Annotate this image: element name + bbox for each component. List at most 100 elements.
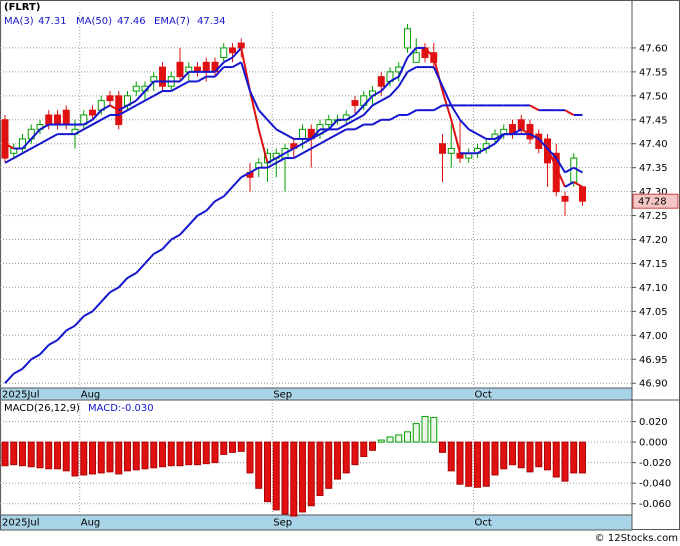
ma-line <box>21 358 32 370</box>
ma-line <box>529 133 540 140</box>
ma-line <box>319 138 330 145</box>
macd-bar <box>334 441 341 480</box>
legend-value: 47.31 <box>38 16 67 27</box>
legend-value: 47.34 <box>197 16 226 27</box>
ma-line <box>345 118 356 126</box>
macd-bar <box>526 441 534 473</box>
macd-bar <box>255 441 263 489</box>
x-tick-label: 2025Jul <box>2 390 40 401</box>
ma-line <box>231 176 242 188</box>
ma-line <box>127 272 137 279</box>
macd-bar <box>544 441 551 471</box>
ma-line <box>30 128 41 140</box>
ma-line <box>363 104 374 116</box>
macd-bar <box>141 441 149 470</box>
y-tick-label: 46.90 <box>639 379 668 390</box>
macd-bar <box>202 441 210 465</box>
macd-bar <box>45 441 53 470</box>
x-tick-label: Sep <box>273 390 292 401</box>
ma-line <box>441 85 453 106</box>
legend-name: MA(50) <box>76 16 112 27</box>
macd-bar <box>404 431 411 443</box>
ma-line <box>293 142 303 150</box>
ma-line <box>275 128 286 136</box>
y-tick-label: 47.00 <box>639 331 668 342</box>
ma-line <box>267 162 277 169</box>
ma-line <box>564 181 575 188</box>
candle-body <box>439 143 446 154</box>
ma-line <box>293 152 303 159</box>
macd-bar <box>325 441 333 489</box>
candle-body <box>517 119 525 130</box>
ma-line <box>406 47 417 59</box>
ma-line <box>546 147 557 159</box>
ma-line <box>240 62 251 92</box>
ma-line <box>135 262 146 274</box>
ma-line <box>30 353 41 361</box>
candle-body <box>106 95 114 102</box>
ma-line <box>74 315 85 327</box>
legend-value: 47.46 <box>117 16 146 27</box>
ma-line <box>310 133 321 140</box>
ma-line <box>153 248 163 255</box>
macd-bar <box>351 441 359 466</box>
y-tick-label: 47.45 <box>639 115 668 126</box>
candle-body <box>412 52 420 63</box>
macd-bar <box>167 441 175 467</box>
ma-line <box>4 157 15 164</box>
ma-line <box>197 209 207 217</box>
macd-bar <box>124 441 131 472</box>
macd-bar <box>54 441 61 470</box>
y-tick-label: 47.05 <box>639 307 668 318</box>
ma-line <box>573 181 583 188</box>
frame <box>0 0 680 530</box>
ma-line <box>223 56 233 64</box>
footer: © 12Stocks.com <box>595 533 678 544</box>
ma-line <box>407 66 417 73</box>
x-tick-label: Oct <box>475 518 492 529</box>
y-tick-label: -0.040 <box>639 479 671 490</box>
ma-line <box>39 344 50 356</box>
candle-body <box>579 186 586 202</box>
macd-bar <box>509 441 516 466</box>
ma-line <box>424 47 435 59</box>
ma-line <box>529 104 540 112</box>
ma-line <box>477 147 487 155</box>
ma-line <box>564 109 575 116</box>
macd-legend: MACD:-0.030 <box>88 403 154 414</box>
macd-bar <box>10 441 18 466</box>
macd-bar <box>150 441 158 469</box>
ma-line <box>354 104 365 116</box>
ma-line <box>380 94 391 102</box>
y-tick-label: 47.55 <box>639 67 668 78</box>
macd-bar <box>185 441 193 466</box>
ma-line <box>397 71 409 87</box>
ma-line <box>170 233 181 241</box>
ma-line <box>118 104 128 112</box>
candle-body <box>570 157 578 183</box>
ma-line <box>161 238 172 250</box>
ma-line <box>205 200 216 212</box>
macd-bar <box>307 441 315 507</box>
ma-line <box>546 148 558 169</box>
candle-body <box>447 148 455 154</box>
candle-body <box>89 109 96 116</box>
y-tick-label: 0.020 <box>639 417 668 428</box>
ma-line <box>91 301 102 313</box>
ma-line <box>380 80 391 92</box>
ma-line <box>100 291 111 303</box>
ma-line <box>310 142 321 150</box>
price-box <box>632 193 679 209</box>
ma-line <box>118 277 129 289</box>
ma-line <box>354 114 365 121</box>
ma-line <box>214 195 225 203</box>
ma-line <box>4 142 15 150</box>
ma-line <box>109 104 120 112</box>
y-tick-label: -0.060 <box>639 499 671 510</box>
macd-bar <box>246 441 254 474</box>
y-tick-label: 47.10 <box>639 283 668 294</box>
ma-line <box>127 104 137 112</box>
ma-line <box>494 133 505 140</box>
ma-line <box>354 123 365 131</box>
ma-line <box>74 128 85 136</box>
